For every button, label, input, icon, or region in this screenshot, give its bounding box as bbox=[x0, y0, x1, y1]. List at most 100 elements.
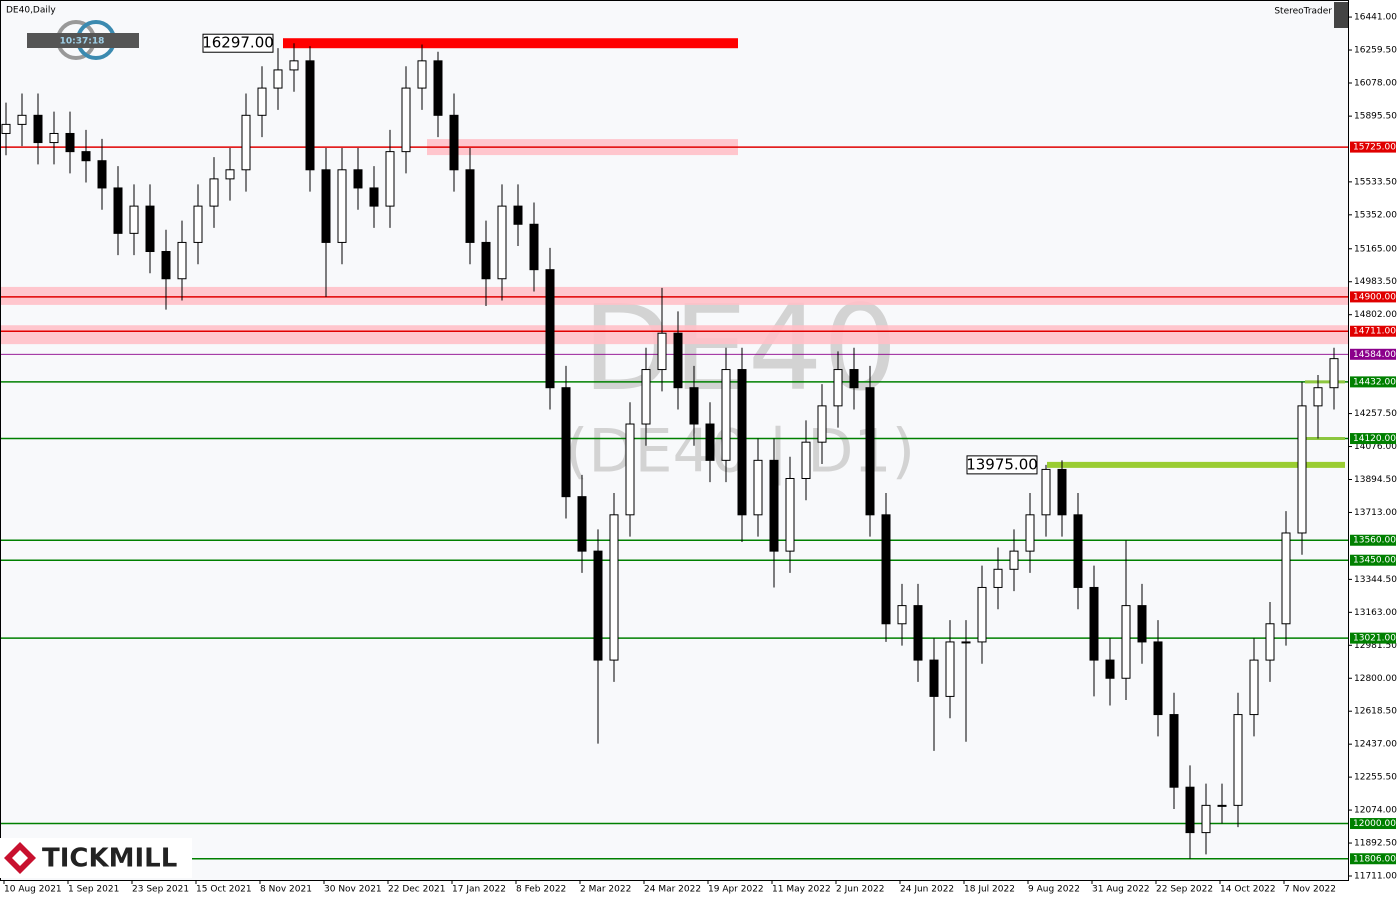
y-tick-label: 12255.50 bbox=[1354, 773, 1397, 783]
candle-body bbox=[961, 641, 971, 644]
candle-body bbox=[1057, 468, 1067, 516]
candle-body bbox=[273, 69, 283, 89]
candle-body bbox=[1009, 550, 1019, 570]
y-tick-label: 15895.50 bbox=[1354, 112, 1397, 122]
x-tick-label: 22 Sep 2022 bbox=[1156, 885, 1213, 895]
candle-body bbox=[337, 169, 347, 243]
candle-body bbox=[1041, 468, 1051, 516]
candle-body bbox=[1297, 405, 1307, 534]
y-tick-label: 11892.50 bbox=[1354, 839, 1397, 849]
y-tick-label: 16441.00 bbox=[1354, 13, 1397, 23]
candle-body bbox=[129, 205, 139, 234]
candle-body bbox=[721, 369, 731, 461]
candle-body bbox=[1073, 514, 1083, 588]
x-tick-label: 2 Jun 2022 bbox=[836, 885, 884, 895]
level-tag bbox=[1350, 348, 1396, 360]
level-tag bbox=[1350, 632, 1396, 644]
candle-body bbox=[1265, 623, 1275, 661]
candle-body bbox=[433, 60, 443, 116]
candle-body bbox=[1169, 714, 1179, 788]
candle-body bbox=[209, 178, 219, 207]
clock-box bbox=[27, 33, 139, 48]
x-tick-label: 1 Sep 2021 bbox=[68, 885, 119, 895]
level-tag bbox=[1350, 853, 1396, 865]
candle-body bbox=[1089, 586, 1099, 661]
logo-text: TICKMILL bbox=[42, 844, 177, 874]
marker-bar bbox=[1047, 461, 1345, 468]
y-tick-label: 15533.50 bbox=[1354, 177, 1397, 187]
candle-body bbox=[161, 251, 171, 280]
candle-body bbox=[1185, 786, 1195, 834]
plot-layer: 16441.00 16259.50 16078.00 15895.50 15533.50… bbox=[1, 13, 1397, 895]
candle-body bbox=[609, 514, 619, 661]
candle-body bbox=[673, 332, 683, 389]
candle-body bbox=[849, 369, 859, 389]
candle-body bbox=[1217, 804, 1227, 807]
candle-body bbox=[497, 205, 507, 280]
y-tick-label: 12437.00 bbox=[1354, 740, 1397, 750]
zone bbox=[1, 286, 1348, 305]
candle-body bbox=[705, 423, 715, 461]
level-tag bbox=[1350, 291, 1396, 303]
candle-body bbox=[81, 151, 91, 162]
level-label: 13021.00 bbox=[1353, 634, 1396, 644]
y-tick-label: 13713.00 bbox=[1354, 508, 1397, 518]
candle-body bbox=[401, 87, 411, 153]
x-tick-label: 8 Nov 2021 bbox=[260, 885, 312, 895]
candle-body bbox=[529, 223, 539, 271]
candle-body bbox=[977, 586, 987, 643]
candle-body bbox=[593, 550, 603, 661]
x-tick-label: 24 Mar 2022 bbox=[644, 885, 701, 895]
candle-body bbox=[225, 169, 235, 180]
candle-body bbox=[193, 205, 203, 243]
y-tick-label: 13344.50 bbox=[1354, 575, 1397, 585]
level-label: 13450.00 bbox=[1353, 556, 1396, 566]
x-tick-label: 23 Sep 2021 bbox=[132, 885, 189, 895]
level-tag bbox=[1350, 433, 1396, 445]
candle-body bbox=[145, 205, 155, 253]
level-label: 14120.00 bbox=[1353, 434, 1396, 444]
candle-body bbox=[465, 169, 475, 243]
candle-body bbox=[449, 114, 459, 171]
x-tick-label: 19 Apr 2022 bbox=[708, 885, 764, 895]
chart-title: DE40,Daily bbox=[6, 6, 56, 16]
y-tick-label: 14076.00 bbox=[1354, 442, 1397, 452]
candle-body bbox=[753, 459, 763, 516]
x-tick-label: 22 Dec 2021 bbox=[388, 885, 446, 895]
x-tick-label: 24 Jun 2022 bbox=[900, 885, 954, 895]
candle-body bbox=[33, 114, 43, 144]
candle-body bbox=[689, 387, 699, 425]
candle-body bbox=[625, 423, 635, 516]
candle-body bbox=[1281, 532, 1291, 625]
x-tick-label: 30 Nov 2021 bbox=[324, 885, 382, 895]
candle-body bbox=[1201, 804, 1211, 834]
candle-body bbox=[305, 60, 315, 171]
x-tick-label: 17 Jan 2022 bbox=[452, 885, 506, 895]
x-tick-label: 31 Aug 2022 bbox=[1092, 885, 1150, 895]
clock: 10:37:18 bbox=[60, 37, 105, 47]
candle-body bbox=[289, 60, 299, 71]
clock-logo: 10:37:18 bbox=[27, 20, 139, 60]
candle-body bbox=[177, 241, 187, 280]
level-tag bbox=[1350, 376, 1396, 388]
candle-body bbox=[785, 477, 795, 552]
level-label: 14584.00 bbox=[1353, 350, 1396, 360]
candle-body bbox=[97, 160, 107, 189]
candle-body bbox=[481, 241, 491, 280]
candle-body bbox=[1249, 659, 1259, 716]
candle-body bbox=[1025, 514, 1035, 552]
candle-body bbox=[913, 605, 923, 661]
y-tick-label: 15352.00 bbox=[1354, 210, 1397, 220]
candle-body bbox=[993, 568, 1003, 588]
y-tick-label: 12800.00 bbox=[1354, 674, 1397, 684]
logo-mark bbox=[12, 850, 28, 866]
marker-bar bbox=[283, 38, 738, 49]
level-label: 15725.00 bbox=[1353, 143, 1396, 153]
candle-body bbox=[417, 60, 427, 89]
candle-body bbox=[1153, 641, 1163, 716]
candle-body bbox=[545, 269, 555, 389]
level-tag bbox=[1350, 534, 1396, 546]
candle-body bbox=[881, 514, 891, 625]
marker-label: 13975.00 bbox=[966, 455, 1038, 473]
candle-body bbox=[801, 441, 811, 479]
